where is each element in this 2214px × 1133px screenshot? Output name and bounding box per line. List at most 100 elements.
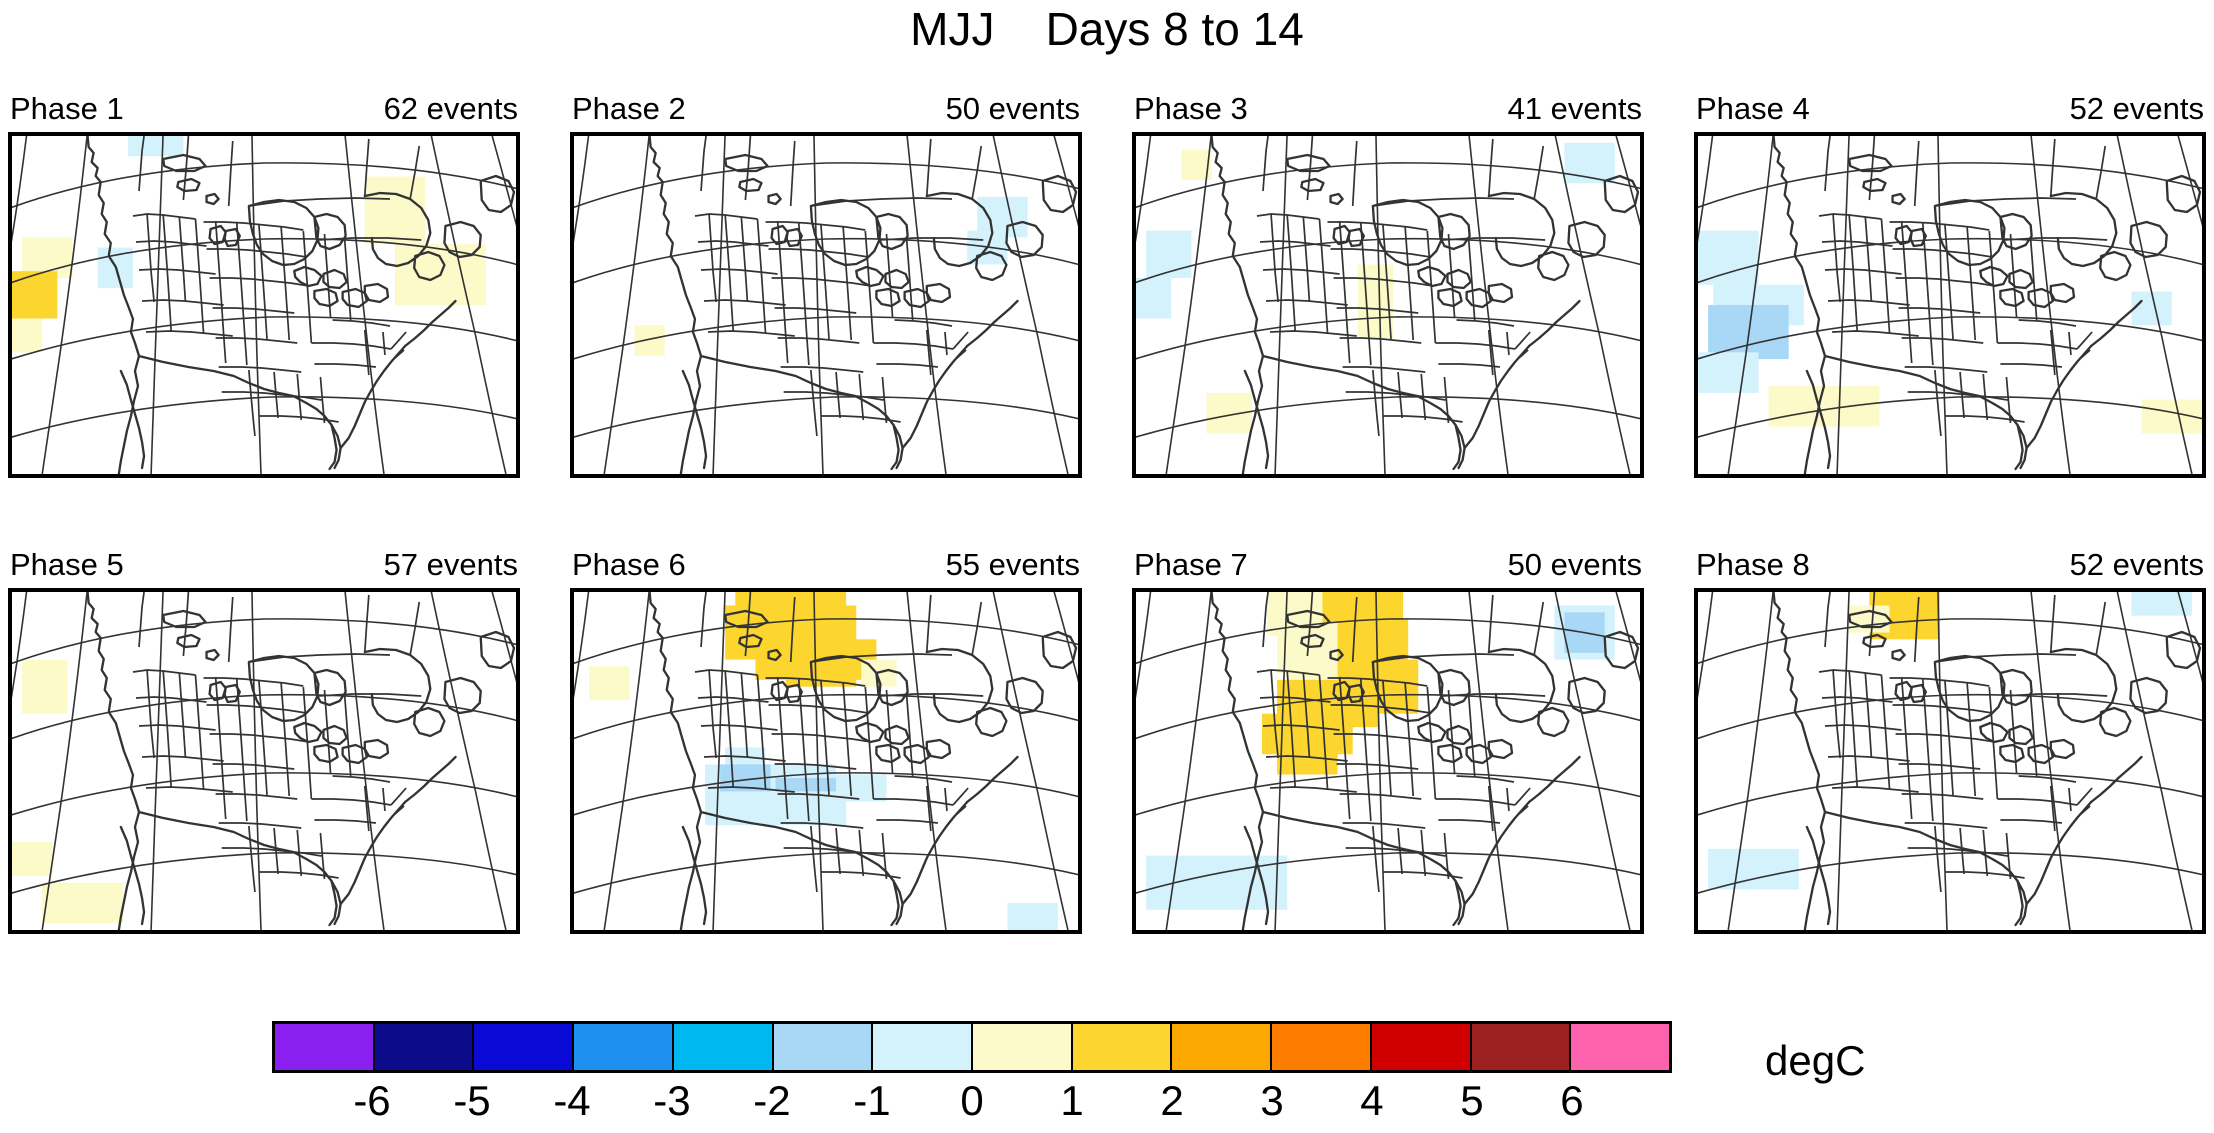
graticule-line (2116, 592, 2193, 930)
graticule-line (1053, 592, 1078, 683)
state-border (1901, 337, 1984, 344)
coastline (293, 721, 323, 744)
coastline (890, 423, 900, 471)
map-frame-phase-7[interactable] (1132, 588, 1644, 934)
panel-events-count-2: 50 events (945, 91, 1080, 126)
coastline (1452, 423, 1462, 471)
coastline (2099, 706, 2132, 738)
coastline (659, 180, 703, 474)
state-border (780, 822, 864, 829)
coastline (1527, 299, 1581, 348)
graticule-line (574, 618, 1078, 665)
state-border (1898, 763, 1981, 770)
state-border (873, 342, 954, 350)
map-frame-phase-3[interactable] (1132, 132, 1644, 478)
state-border (1904, 366, 1988, 373)
coastline (1848, 153, 1893, 173)
state-border (1456, 319, 1515, 327)
graticule-line (1375, 136, 1386, 474)
coastline (1463, 344, 1531, 450)
state-border (203, 677, 304, 687)
map-panel-phase-4: Phase 4 52 events (1694, 92, 2206, 478)
state-border (2003, 693, 2108, 697)
coastline (1347, 227, 1365, 248)
figure-title: MJJ Days 8 to 14 (910, 3, 1304, 55)
state-border (797, 222, 810, 366)
coastline (2027, 743, 2054, 765)
state-border (1988, 686, 1999, 800)
colorbar-tick-labels: -6 -5 -4 -3 -2 -1 0 1 2 3 4 5 6 (272, 1073, 1672, 1133)
coastline (162, 609, 207, 629)
state-border (146, 213, 155, 303)
map-canvas-phase-6 (574, 592, 1078, 930)
coastline-layer (648, 136, 1078, 474)
anomaly-cell (634, 325, 665, 356)
panel-header-phase-2: Phase 2 50 events (570, 92, 1082, 130)
coastline (1933, 198, 2006, 267)
graticule-line (2177, 592, 2202, 683)
state-border (1351, 596, 1358, 663)
panel-phase-label-6: Phase 6 (572, 547, 686, 582)
state-border (209, 733, 310, 743)
state-border (227, 140, 234, 207)
anomaly-cell (1698, 352, 1759, 393)
coastline (925, 282, 952, 304)
state-border (2049, 785, 2056, 832)
state-border (141, 299, 224, 306)
state-border (835, 827, 841, 875)
map-frame-phase-1[interactable] (8, 132, 520, 478)
coastline (1300, 177, 1325, 193)
graticule-line (1937, 136, 1948, 474)
colorbar-tick: 6 (1560, 1077, 1584, 1124)
coastline (1805, 825, 1832, 926)
coastline (1329, 192, 1344, 206)
state-border (744, 136, 752, 201)
coastline (699, 810, 904, 926)
state-border (1818, 669, 1882, 676)
anomaly-cell (2131, 291, 2172, 326)
coastline (1487, 647, 1556, 724)
coastline (1862, 177, 1887, 193)
state-border (1456, 775, 1515, 783)
map-frame-phase-2[interactable] (570, 132, 1082, 478)
state-border (1262, 268, 1340, 275)
state-border (777, 337, 860, 344)
coastline (2008, 268, 2034, 290)
map-frame-phase-8[interactable] (1694, 588, 2206, 934)
coastline (403, 299, 457, 348)
state-border (194, 674, 205, 790)
graticule-line (1698, 693, 2202, 740)
coastline (313, 743, 339, 764)
state-border (925, 138, 932, 197)
coastline (137, 810, 342, 926)
coastline-layer (648, 592, 1078, 930)
graticule-layer (1698, 592, 2202, 930)
state-border (1889, 221, 1990, 231)
state-border (2000, 363, 2062, 368)
graticule-line (574, 592, 590, 699)
state-border (1426, 686, 1437, 800)
graticule-line (1468, 592, 1509, 930)
coastline (2089, 755, 2143, 804)
map-frame-phase-6[interactable] (570, 588, 1082, 934)
graticule-line (574, 136, 590, 243)
map-panel-phase-7: Phase 7 50 events (1132, 548, 1644, 934)
graticule-layer (1136, 592, 1640, 930)
coastline (1463, 800, 1531, 906)
panel-phase-label-8: Phase 8 (1696, 547, 1810, 582)
graticule-line (1698, 618, 2202, 665)
colorbar-tick: 5 (1460, 1077, 1484, 1124)
map-frame-phase-5[interactable] (8, 588, 520, 934)
map-frame-phase-4[interactable] (1694, 132, 2206, 478)
colorbar-segment (773, 1024, 874, 1070)
state-border (1262, 592, 1269, 648)
state-border (2003, 237, 2108, 241)
state-border (1868, 592, 1876, 657)
colorbar-tick: -4 (553, 1077, 591, 1124)
map-panel-phase-5: Phase 5 57 events (8, 548, 520, 934)
state-border (744, 592, 752, 657)
state-border (789, 596, 796, 663)
state-border (317, 693, 422, 697)
state-border (182, 592, 190, 657)
map-panel-phase-6: Phase 6 55 events (570, 548, 1082, 934)
